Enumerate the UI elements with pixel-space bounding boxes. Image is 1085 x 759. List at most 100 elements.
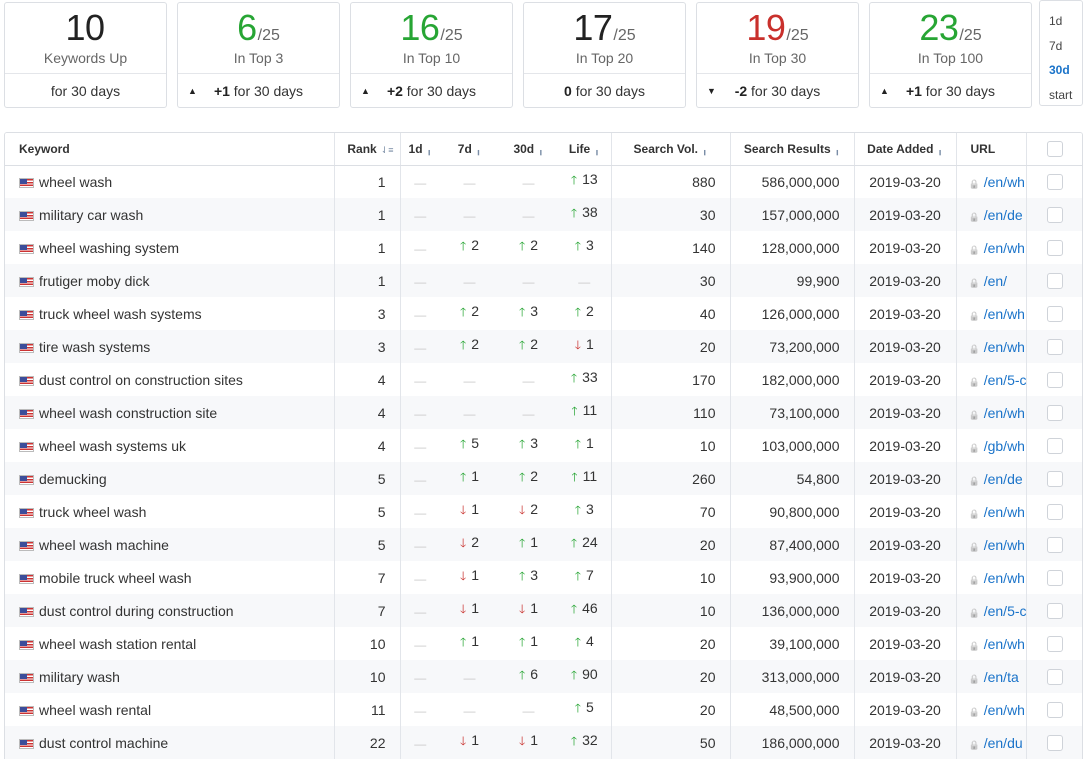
url-link[interactable]: /en/ta [983, 668, 1019, 685]
select-cell[interactable] [1025, 165, 1082, 198]
header-date-added[interactable]: Date Added ╻ [853, 133, 956, 166]
url-cell[interactable]: 🔒/en/5-c [955, 363, 1026, 396]
url-cell[interactable]: 🔒/en/wh [955, 165, 1026, 198]
url-link[interactable]: /en/ [983, 272, 1008, 289]
url-link[interactable]: /en/wh [983, 569, 1025, 586]
row-checkbox[interactable] [1047, 339, 1064, 356]
url-link[interactable]: /en/de [983, 470, 1023, 487]
select-cell[interactable] [1025, 693, 1082, 726]
url-cell[interactable]: 🔒/en/wh [955, 396, 1026, 429]
period-option-7d[interactable]: 7d [1049, 38, 1063, 53]
row-checkbox[interactable] [1047, 636, 1064, 653]
table-row[interactable]: wheel wash rental 11— — — 🡑 5 20 48,500,000 2019… [5, 693, 1082, 726]
table-row[interactable]: wheel washing system 1— 🡑 2 🡑 2 🡑 3 140 128,000,0… [5, 231, 1082, 264]
url-cell[interactable]: 🔒/en/wh [955, 561, 1026, 594]
url-link[interactable]: /en/5-c [983, 602, 1026, 619]
url-link[interactable]: /en/wh [983, 305, 1025, 322]
header-life[interactable]: Life ╻ [558, 133, 611, 166]
header-7d[interactable]: 7d ╻ [440, 133, 499, 166]
url-cell[interactable]: 🔒/en/wh [955, 495, 1026, 528]
url-cell[interactable]: 🔒/en/wh [955, 528, 1026, 561]
row-checkbox[interactable] [1047, 504, 1064, 521]
header-search-results[interactable]: Search Results ╻ [729, 133, 854, 166]
url-cell[interactable]: 🔒/en/du [955, 726, 1026, 759]
select-cell[interactable] [1025, 495, 1082, 528]
url-link[interactable]: /gb/wh [983, 437, 1025, 454]
row-checkbox[interactable] [1047, 669, 1064, 686]
select-all-checkbox[interactable] [1047, 140, 1064, 157]
header-url[interactable]: URL [955, 133, 1026, 166]
row-checkbox[interactable] [1047, 438, 1064, 455]
select-cell[interactable] [1025, 297, 1082, 330]
url-link[interactable]: /en/5-c [983, 371, 1026, 388]
select-cell[interactable] [1025, 528, 1082, 561]
table-row[interactable]: wheel wash systems uk 4— 🡑 5 🡑 3 🡑 1 10 103,000,0… [5, 429, 1082, 462]
select-cell[interactable] [1025, 726, 1082, 759]
url-cell[interactable]: 🔒/gb/wh [955, 429, 1026, 462]
select-cell[interactable] [1025, 462, 1082, 495]
table-row[interactable]: dust control during construction 7— 🡓 1 🡓 1 🡑 4… [5, 594, 1082, 627]
table-row[interactable]: military wash 10— — 🡑 6 🡑 90 20 313,000,000 2019-… [5, 660, 1082, 693]
url-link[interactable]: /en/wh [983, 503, 1025, 520]
row-checkbox[interactable] [1047, 207, 1064, 224]
select-cell[interactable] [1025, 396, 1082, 429]
header-search-vol[interactable]: Search Vol. ╻ [610, 133, 730, 166]
select-cell[interactable] [1025, 363, 1082, 396]
url-link[interactable]: /en/de [983, 206, 1023, 223]
row-checkbox[interactable] [1047, 537, 1064, 554]
table-row[interactable]: dust control machine 22— 🡓 1 🡓 1 🡑 32 50 186,000,… [5, 726, 1082, 759]
table-row[interactable]: mobile truck wheel wash 7— 🡓 1 🡑 3 🡑 7 10 93,900,… [5, 561, 1082, 594]
select-cell[interactable] [1025, 561, 1082, 594]
select-cell[interactable] [1025, 594, 1082, 627]
url-cell[interactable]: 🔒/en/wh [955, 297, 1026, 330]
table-row[interactable]: frutiger moby dick 1 — — — — 30 99,900 2019-03-2… [5, 264, 1082, 297]
table-row[interactable]: wheel wash construction site 4 — — — 🡑 11 110 73… [5, 396, 1082, 429]
row-checkbox[interactable] [1047, 240, 1064, 257]
url-link[interactable]: /en/wh [983, 239, 1025, 256]
url-cell[interactable]: 🔒/en/de [955, 198, 1026, 231]
row-checkbox[interactable] [1047, 603, 1064, 620]
url-cell[interactable]: 🔒/en/ [955, 264, 1026, 297]
row-checkbox[interactable] [1047, 372, 1064, 389]
select-cell[interactable] [1025, 231, 1082, 264]
row-checkbox[interactable] [1047, 735, 1064, 752]
url-cell[interactable]: 🔒/en/wh [955, 627, 1026, 660]
table-row[interactable]: wheel wash station rental 10— 🡑 1 🡑 1 🡑 4 20 39,1… [5, 627, 1082, 660]
row-checkbox[interactable] [1047, 570, 1064, 587]
select-cell[interactable] [1025, 198, 1082, 231]
row-checkbox[interactable] [1047, 471, 1064, 488]
url-link[interactable]: /en/wh [983, 701, 1025, 718]
header-select-all[interactable] [1025, 133, 1082, 166]
period-option-start[interactable]: start [1049, 87, 1073, 102]
table-row[interactable]: tire wash systems 3— 🡑 2 🡑 2 🡓 1 20 73,200,000 201… [5, 330, 1082, 363]
url-link[interactable]: /en/wh [983, 404, 1025, 421]
table-row[interactable]: military car wash 1 — — — 🡑 38 30 157,000,000 201… [5, 198, 1082, 231]
url-link[interactable]: /en/wh [983, 635, 1025, 652]
url-cell[interactable]: 🔒/en/de [955, 462, 1026, 495]
table-row[interactable]: truck wheel wash systems 3— 🡑 2 🡑 3 🡑 2 40 126,00… [5, 297, 1082, 330]
period-option-1d[interactable]: 1d [1049, 14, 1063, 28]
url-cell[interactable]: 🔒/en/wh [955, 330, 1026, 363]
table-row[interactable]: wheel wash 1 — — — 🡑 13 880 586,000,000 2019-03-2… [5, 165, 1082, 198]
url-cell[interactable]: 🔒/en/wh [955, 231, 1026, 264]
header-1d[interactable]: 1d ╻ [399, 133, 440, 166]
url-link[interactable]: /en/du [983, 734, 1023, 751]
select-cell[interactable] [1025, 660, 1082, 693]
select-cell[interactable] [1025, 264, 1082, 297]
header-30d[interactable]: 30d ╻ [499, 133, 558, 166]
select-cell[interactable] [1025, 330, 1082, 363]
row-checkbox[interactable] [1047, 174, 1064, 191]
url-link[interactable]: /en/wh [983, 536, 1025, 553]
select-cell[interactable] [1025, 627, 1082, 660]
url-cell[interactable]: 🔒/en/5-c [955, 594, 1026, 627]
table-row[interactable]: truck wheel wash 5— 🡓 1 🡓 2 🡑 3 70 90,800,000 2019… [5, 495, 1082, 528]
row-checkbox[interactable] [1047, 273, 1064, 290]
header-rank[interactable]: Rank ⇃≡ [333, 133, 400, 166]
row-checkbox[interactable] [1047, 702, 1064, 719]
header-keyword[interactable]: Keyword [5, 133, 334, 166]
select-cell[interactable] [1025, 429, 1082, 462]
period-option-30d[interactable]: 30d [1049, 63, 1070, 77]
row-checkbox[interactable] [1047, 405, 1064, 422]
url-cell[interactable]: 🔒/en/ta [955, 660, 1026, 693]
table-row[interactable]: demucking 5— 🡑 1 🡑 2 🡑 11 260 54,800 2019-03-20 🔒/e… [5, 462, 1082, 495]
